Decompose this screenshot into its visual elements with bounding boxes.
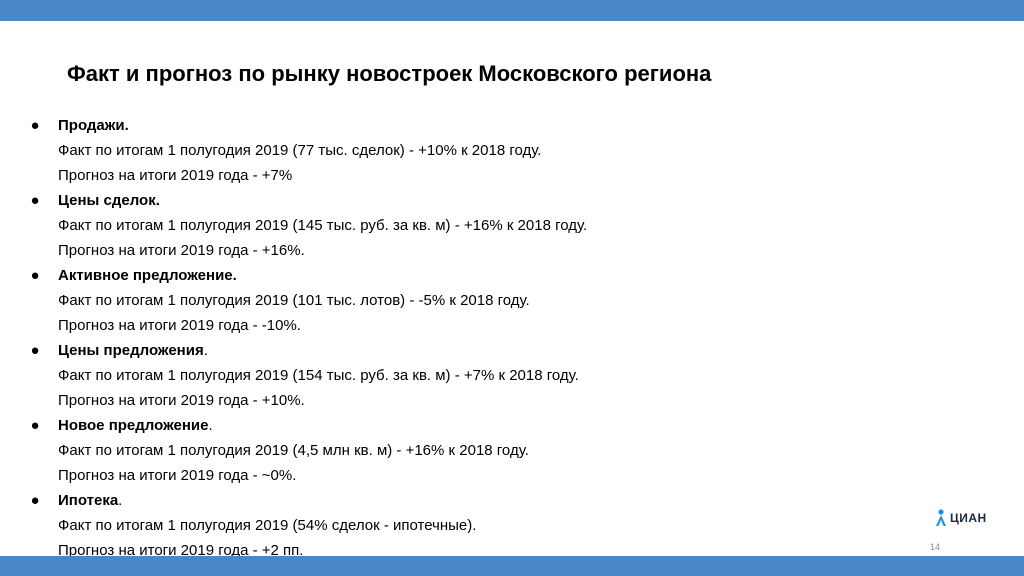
cian-person-icon — [936, 509, 946, 526]
section-deal-prices: ● Цены сделок. Факт по итогам 1 полугоди… — [0, 188, 1024, 263]
forecast-line: Прогноз на итоги 2019 года - +7% — [58, 167, 293, 184]
top-accent-bar — [0, 0, 1024, 21]
bullet-icon: ● — [30, 342, 40, 359]
logo-text: ЦИАН — [950, 511, 987, 525]
heading-text: Цены предложения — [58, 342, 204, 359]
forecast-line: Прогноз на итоги 2019 года - +16%. — [58, 242, 305, 259]
forecast-line: Прогноз на итоги 2019 года - -10%. — [58, 317, 301, 334]
section-active-supply: ● Активное предложение. Факт по итогам 1… — [0, 263, 1024, 338]
section-sales: ● Продажи. Факт по итогам 1 полугодия 20… — [0, 113, 1024, 188]
section-heading: Цены сделок. — [58, 188, 1024, 213]
fact-line: Факт по итогам 1 полугодия 2019 (54% сде… — [58, 517, 477, 534]
heading-text: Активное предложение. — [58, 267, 237, 284]
heading-suffix: . — [203, 342, 208, 359]
fact-line: Факт по итогам 1 полугодия 2019 (77 тыс.… — [58, 142, 542, 159]
page-number: 14 — [930, 542, 941, 552]
forecast-line: Прогноз на итоги 2019 года - +10%. — [58, 392, 305, 409]
heading-suffix: . — [208, 417, 213, 434]
bullet-icon: ● — [30, 267, 40, 284]
bottom-accent-bar — [0, 556, 1024, 576]
forecast-line: Прогноз на итоги 2019 года - +2 пп. — [58, 542, 304, 559]
cian-logo: ЦИАН — [935, 507, 995, 529]
bullet-list: ● Продажи. Факт по итогам 1 полугодия 20… — [0, 113, 1024, 563]
section-heading: Новое предложение. — [58, 413, 1024, 438]
heading-text: Ипотека — [58, 492, 119, 509]
heading-text: Новое предложение — [58, 417, 209, 434]
bullet-icon: ● — [30, 117, 40, 134]
section-offer-prices: ● Цены предложения. Факт по итогам 1 пол… — [0, 338, 1024, 413]
fact-line: Факт по итогам 1 полугодия 2019 (4,5 млн… — [58, 442, 529, 459]
section-heading: Продажи. — [58, 113, 1024, 138]
section-heading: Цены предложения. — [58, 338, 1024, 363]
fact-line: Факт по итогам 1 полугодия 2019 (154 тыс… — [58, 367, 579, 384]
fact-line: Факт по итогам 1 полугодия 2019 (145 тыс… — [58, 217, 588, 234]
section-new-supply: ● Новое предложение. Факт по итогам 1 по… — [0, 413, 1024, 488]
section-mortgage: ● Ипотека. Факт по итогам 1 полугодия 20… — [0, 488, 1024, 563]
bullet-icon: ● — [30, 417, 40, 434]
heading-text: Цены сделок. — [58, 192, 160, 209]
section-heading: Активное предложение. — [58, 263, 1024, 288]
bullet-icon: ● — [30, 192, 40, 209]
forecast-line: Прогноз на итоги 2019 года - ~0%. — [58, 467, 297, 484]
fact-line: Факт по итогам 1 полугодия 2019 (101 тыс… — [58, 292, 530, 309]
section-heading: Ипотека. — [58, 488, 1024, 513]
heading-suffix: . — [118, 492, 123, 509]
bullet-icon: ● — [30, 492, 40, 509]
heading-text: Продажи. — [58, 117, 129, 134]
slide-title: Факт и прогноз по рынку новостроек Моско… — [67, 61, 712, 86]
